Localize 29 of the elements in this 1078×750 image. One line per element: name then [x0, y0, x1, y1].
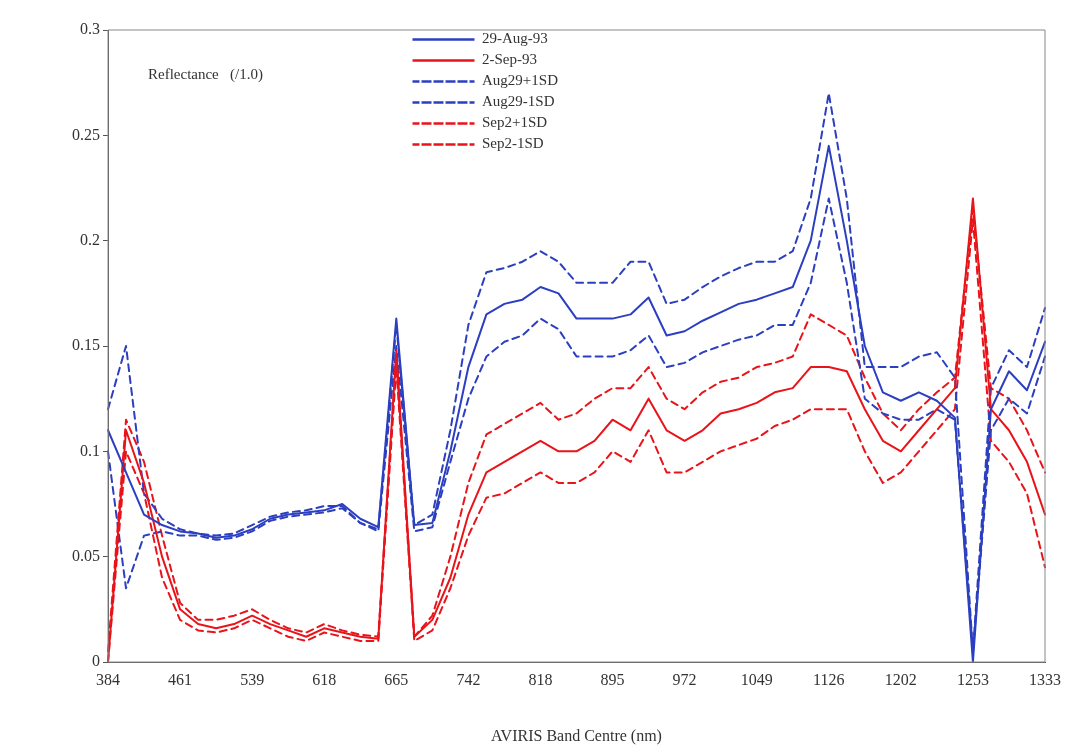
y-tick-label: 0.2 — [80, 230, 100, 248]
x-tick-label: 665 — [384, 670, 409, 688]
x-tick-label: 539 — [240, 670, 265, 688]
y-axis-title: Reflectance (/1.0) — [148, 66, 263, 84]
x-tick-label: 1253 — [956, 670, 989, 688]
x-axis-title: AVIRIS Band Centre (nm) — [491, 726, 662, 745]
legend-label: 2-Sep-93 — [482, 51, 537, 68]
x-tick-label: 818 — [528, 670, 553, 688]
x-tick-label: 461 — [168, 670, 193, 688]
x-tick-label: 384 — [96, 670, 120, 688]
legend-label: Sep2-1SD — [482, 135, 544, 152]
y-tick-label: 0.1 — [80, 441, 100, 459]
x-tick-label: 1049 — [740, 670, 773, 688]
x-tick-label: 972 — [672, 670, 697, 688]
y-tick-label: 0 — [92, 652, 100, 670]
x-tick-label: 1202 — [884, 670, 917, 688]
legend-label: Sep2+1SD — [482, 114, 548, 131]
x-tick-label: 618 — [312, 670, 337, 688]
legend-label: Aug29+1SD — [482, 72, 559, 89]
legend-label: 29-Aug-93 — [482, 30, 548, 47]
y-tick-label: 0.05 — [72, 546, 100, 564]
x-tick-label: 742 — [456, 670, 481, 688]
y-tick-label: 0.3 — [80, 20, 100, 38]
x-tick-label: 1333 — [1029, 670, 1061, 688]
legend-label: Aug29-1SD — [482, 93, 555, 110]
y-tick-label: 0.15 — [72, 336, 100, 354]
x-tick-label: 1126 — [813, 670, 845, 688]
y-tick-label: 0.25 — [72, 125, 100, 143]
x-tick-label: 895 — [600, 670, 625, 688]
